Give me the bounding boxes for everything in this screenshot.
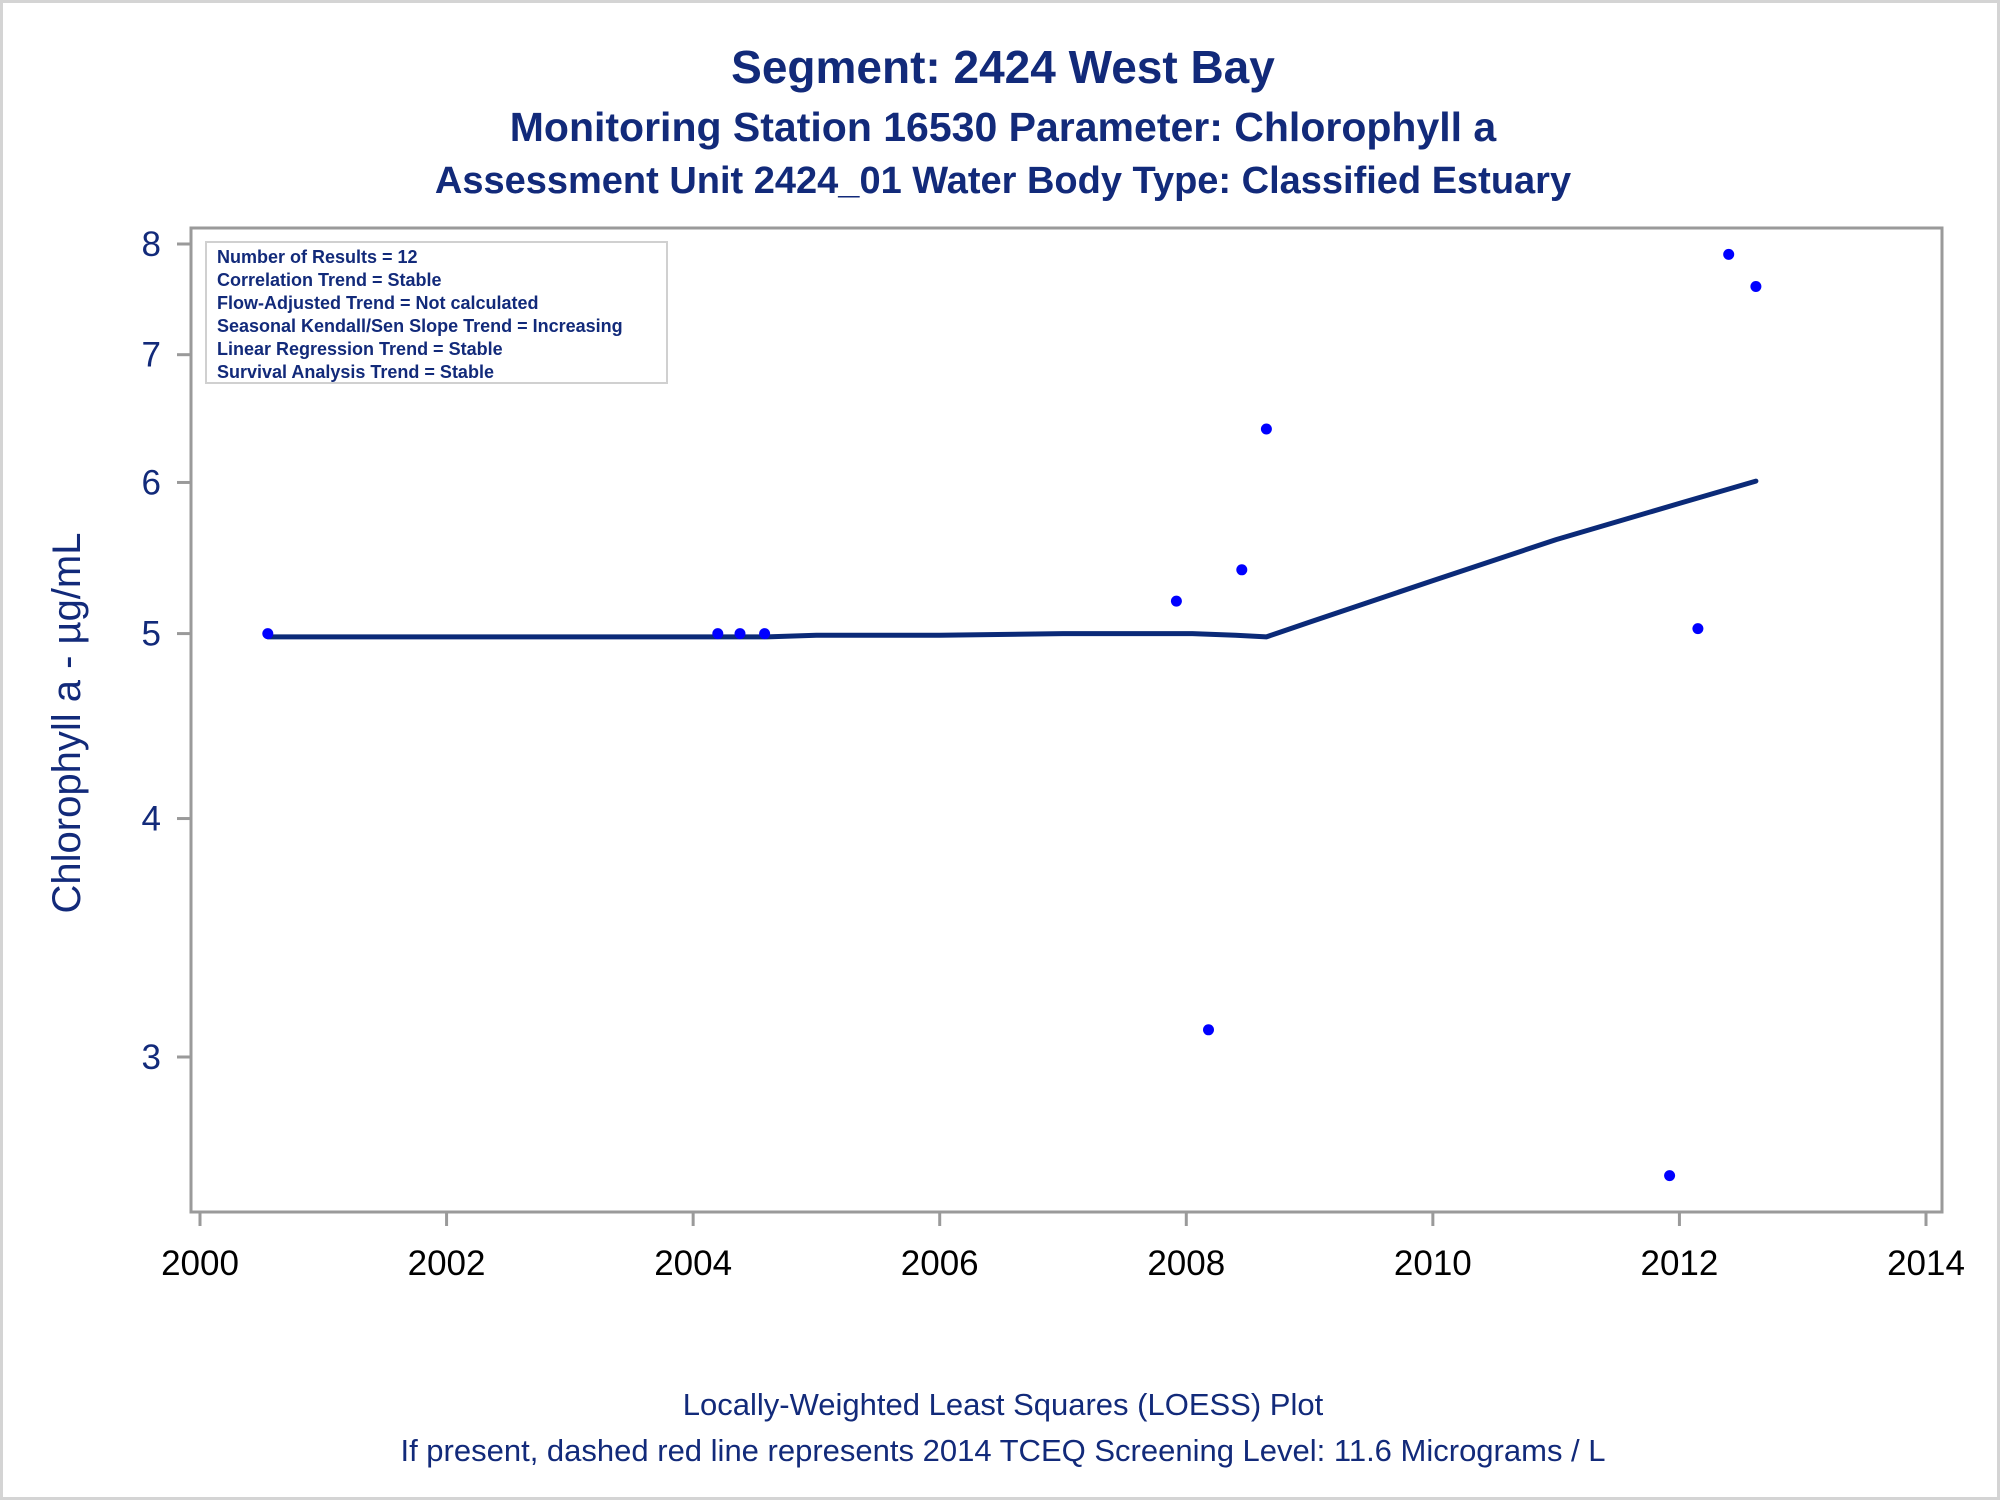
data-point bbox=[262, 628, 274, 640]
loess-series bbox=[265, 478, 1759, 640]
data-points bbox=[262, 248, 1762, 1182]
y-tick-label: 4 bbox=[142, 800, 161, 839]
data-point bbox=[759, 628, 771, 640]
info-line-correlation: Correlation Trend = Stable bbox=[217, 270, 442, 290]
loess-chart: Segment: 2424 West Bay Monitoring Statio… bbox=[45, 41, 1965, 1468]
x-tick-label: 2010 bbox=[1394, 1244, 1472, 1283]
data-point bbox=[1664, 1170, 1676, 1182]
chart-subtitle-2: Assessment Unit 2424_01 Water Body Type:… bbox=[435, 160, 1571, 202]
y-tick-label: 5 bbox=[142, 615, 161, 654]
x-tick-label: 2008 bbox=[1147, 1244, 1225, 1283]
data-point bbox=[1236, 564, 1248, 576]
x-axis: 2000 2002 2004 2006 2008 2010 2012 2014 bbox=[161, 1212, 1965, 1283]
data-point bbox=[1170, 595, 1182, 607]
info-line-linear-regression: Linear Regression Trend = Stable bbox=[217, 339, 503, 359]
info-line-seasonal-kendall: Seasonal Kendall/Sen Slope Trend = Incre… bbox=[217, 316, 623, 336]
data-point bbox=[734, 628, 746, 640]
y-tick-label: 6 bbox=[142, 463, 161, 502]
x-tick-label: 2002 bbox=[408, 1244, 486, 1283]
y-tick-label: 8 bbox=[142, 225, 161, 264]
data-point bbox=[1750, 281, 1762, 292]
x-tick-label: 2004 bbox=[654, 1244, 732, 1283]
loess-line bbox=[265, 478, 1759, 640]
y-axis-label: Chlorophyll a - µg/mL bbox=[45, 533, 89, 914]
x-tick-label: 2006 bbox=[901, 1244, 979, 1283]
info-line-survival-analysis: Survival Analysis Trend = Stable bbox=[217, 362, 494, 382]
info-line-flow-adjusted: Flow-Adjusted Trend = Not calculated bbox=[217, 293, 539, 313]
y-tick-label: 3 bbox=[142, 1038, 161, 1077]
data-point bbox=[1723, 248, 1735, 260]
info-box-border bbox=[205, 241, 668, 384]
data-point bbox=[1203, 1024, 1214, 1036]
data-point bbox=[1692, 623, 1704, 635]
info-line-results: Number of Results = 12 bbox=[217, 247, 418, 267]
chart-subtitle: Monitoring Station 16530 Parameter: Chlo… bbox=[510, 104, 1498, 150]
x-tick-label: 2014 bbox=[1887, 1244, 1965, 1283]
chart-title: Segment: 2424 West Bay bbox=[731, 41, 1275, 93]
x-tick-label: 2012 bbox=[1640, 1244, 1718, 1283]
y-axis: 3 4 5 6 7 8 bbox=[142, 225, 191, 1077]
data-point bbox=[712, 628, 724, 640]
y-tick-label: 7 bbox=[142, 336, 161, 375]
footnote-loess: Locally-Weighted Least Squares (LOESS) P… bbox=[683, 1387, 1324, 1422]
x-tick-label: 2000 bbox=[161, 1244, 239, 1283]
info-box: Number of Results = 12 Correlation Trend… bbox=[205, 241, 668, 384]
footnote-screening-level: If present, dashed red line represents 2… bbox=[400, 1433, 1605, 1468]
plot-area-border bbox=[189, 226, 1944, 1214]
data-point bbox=[1260, 423, 1272, 435]
